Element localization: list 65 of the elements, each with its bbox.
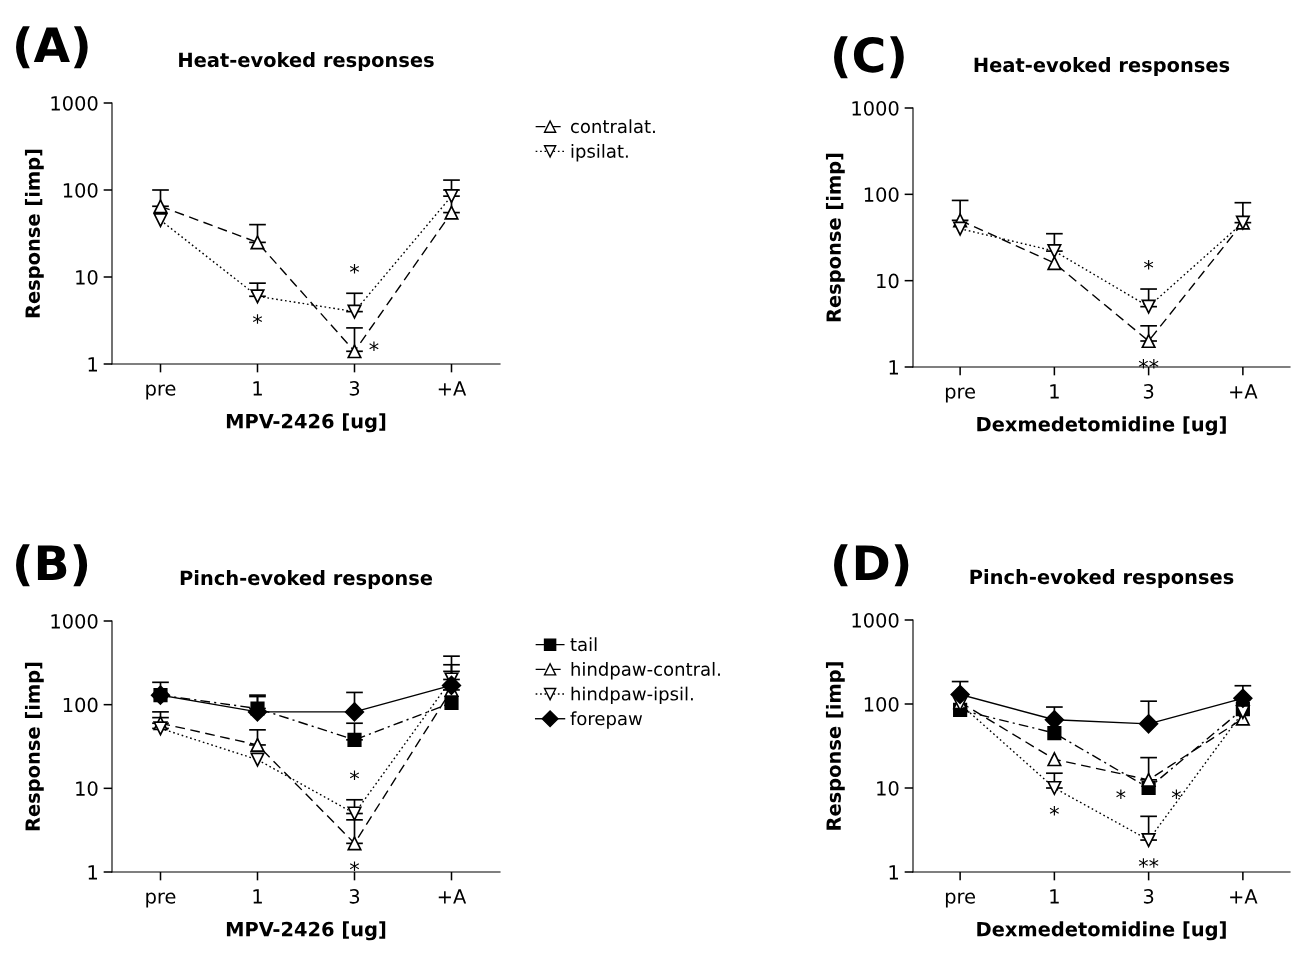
data-label: * — [252, 314, 263, 324]
y-tick-label: 1 — [88, 357, 98, 372]
legend-label: forepaw — [570, 711, 643, 729]
y-tick-label: 10 — [76, 269, 98, 285]
x-tick-label: 3 — [1143, 384, 1154, 399]
x-tick-label: +A — [1230, 889, 1258, 904]
legend-label: tail — [570, 637, 597, 652]
y-tick-label: 10 — [877, 273, 899, 289]
x-tick-label: pre — [945, 387, 976, 403]
x-tick-label: 1 — [1050, 384, 1059, 399]
data-label: * — [1144, 259, 1154, 270]
x-tick-label: 1 — [253, 381, 262, 396]
y-axis-title: Response [imp] — [825, 153, 845, 322]
y-tick-label: 1 — [889, 865, 899, 880]
y-tick-label: 1000 — [51, 95, 98, 111]
data-label: * — [369, 341, 379, 352]
text: (C) — [834, 36, 904, 79]
text: (D) — [834, 544, 909, 587]
y-tick-label: 1 — [889, 360, 899, 375]
y-tick-label: 10 — [877, 780, 899, 796]
data-label: * — [1171, 789, 1181, 799]
y-tick-label: 100 — [63, 697, 98, 713]
y-tick-label: 10 — [76, 781, 98, 796]
x-axis-title: Dexmedetomidine [ug] — [977, 921, 1226, 941]
text: (B) — [16, 544, 88, 587]
x-tick-label: 3 — [349, 889, 360, 904]
x-axis-title: MPV-2426 [ug] — [226, 921, 386, 941]
x-tick-label: +A — [438, 889, 467, 904]
y-tick-label: 1000 — [852, 100, 899, 116]
y-tick-label: 1 — [88, 865, 98, 880]
x-tick-label: pre — [146, 892, 176, 908]
y-axis-title: Response [imp] — [825, 662, 845, 830]
data-label: * — [349, 264, 360, 274]
legend-label: ipsilat. — [571, 143, 628, 162]
text: (A) — [16, 26, 88, 69]
data-label: * — [349, 770, 360, 781]
x-tick-label: +A — [1230, 384, 1258, 399]
x-tick-label: +A — [438, 381, 467, 396]
chart-title: Pinch-evoked responses — [970, 569, 1234, 588]
x-axis-title: Dexmedetomidine [ug] — [977, 416, 1226, 436]
x-tick-label: pre — [146, 384, 176, 400]
x-axis-title: MPV-2426 [ug] — [226, 413, 386, 433]
x-tick-label: 3 — [1143, 889, 1154, 904]
x-tick-label: 1 — [1050, 889, 1059, 904]
y-tick-label: 100 — [864, 696, 899, 712]
y-tick-label: 1000 — [51, 613, 98, 629]
x-tick-label: 3 — [349, 381, 360, 396]
data-label: ** — [1138, 359, 1159, 369]
chart-title: Pinch-evoked response — [180, 570, 433, 589]
y-tick-label: 100 — [864, 187, 899, 202]
legend-label: contralat. — [570, 119, 655, 134]
data-label: * — [349, 861, 360, 871]
y-axis-title: Response [imp] — [24, 149, 44, 318]
chart-title: Heat-evoked responses — [179, 52, 434, 71]
data-label: ** — [1138, 858, 1159, 868]
y-axis-title: Response [imp] — [24, 662, 44, 831]
y-tick-label: 1000 — [852, 612, 899, 628]
data-label: * — [1049, 806, 1059, 816]
chart-title: Heat-evoked responses — [974, 57, 1230, 76]
data-label: * — [1116, 789, 1126, 799]
legend-label: hindpaw-ipsil. — [571, 686, 693, 705]
x-tick-label: pre — [945, 892, 976, 908]
x-tick-label: 1 — [253, 889, 262, 904]
legend-label: hindpaw-contral. — [571, 661, 720, 680]
y-tick-label: 100 — [63, 182, 98, 198]
